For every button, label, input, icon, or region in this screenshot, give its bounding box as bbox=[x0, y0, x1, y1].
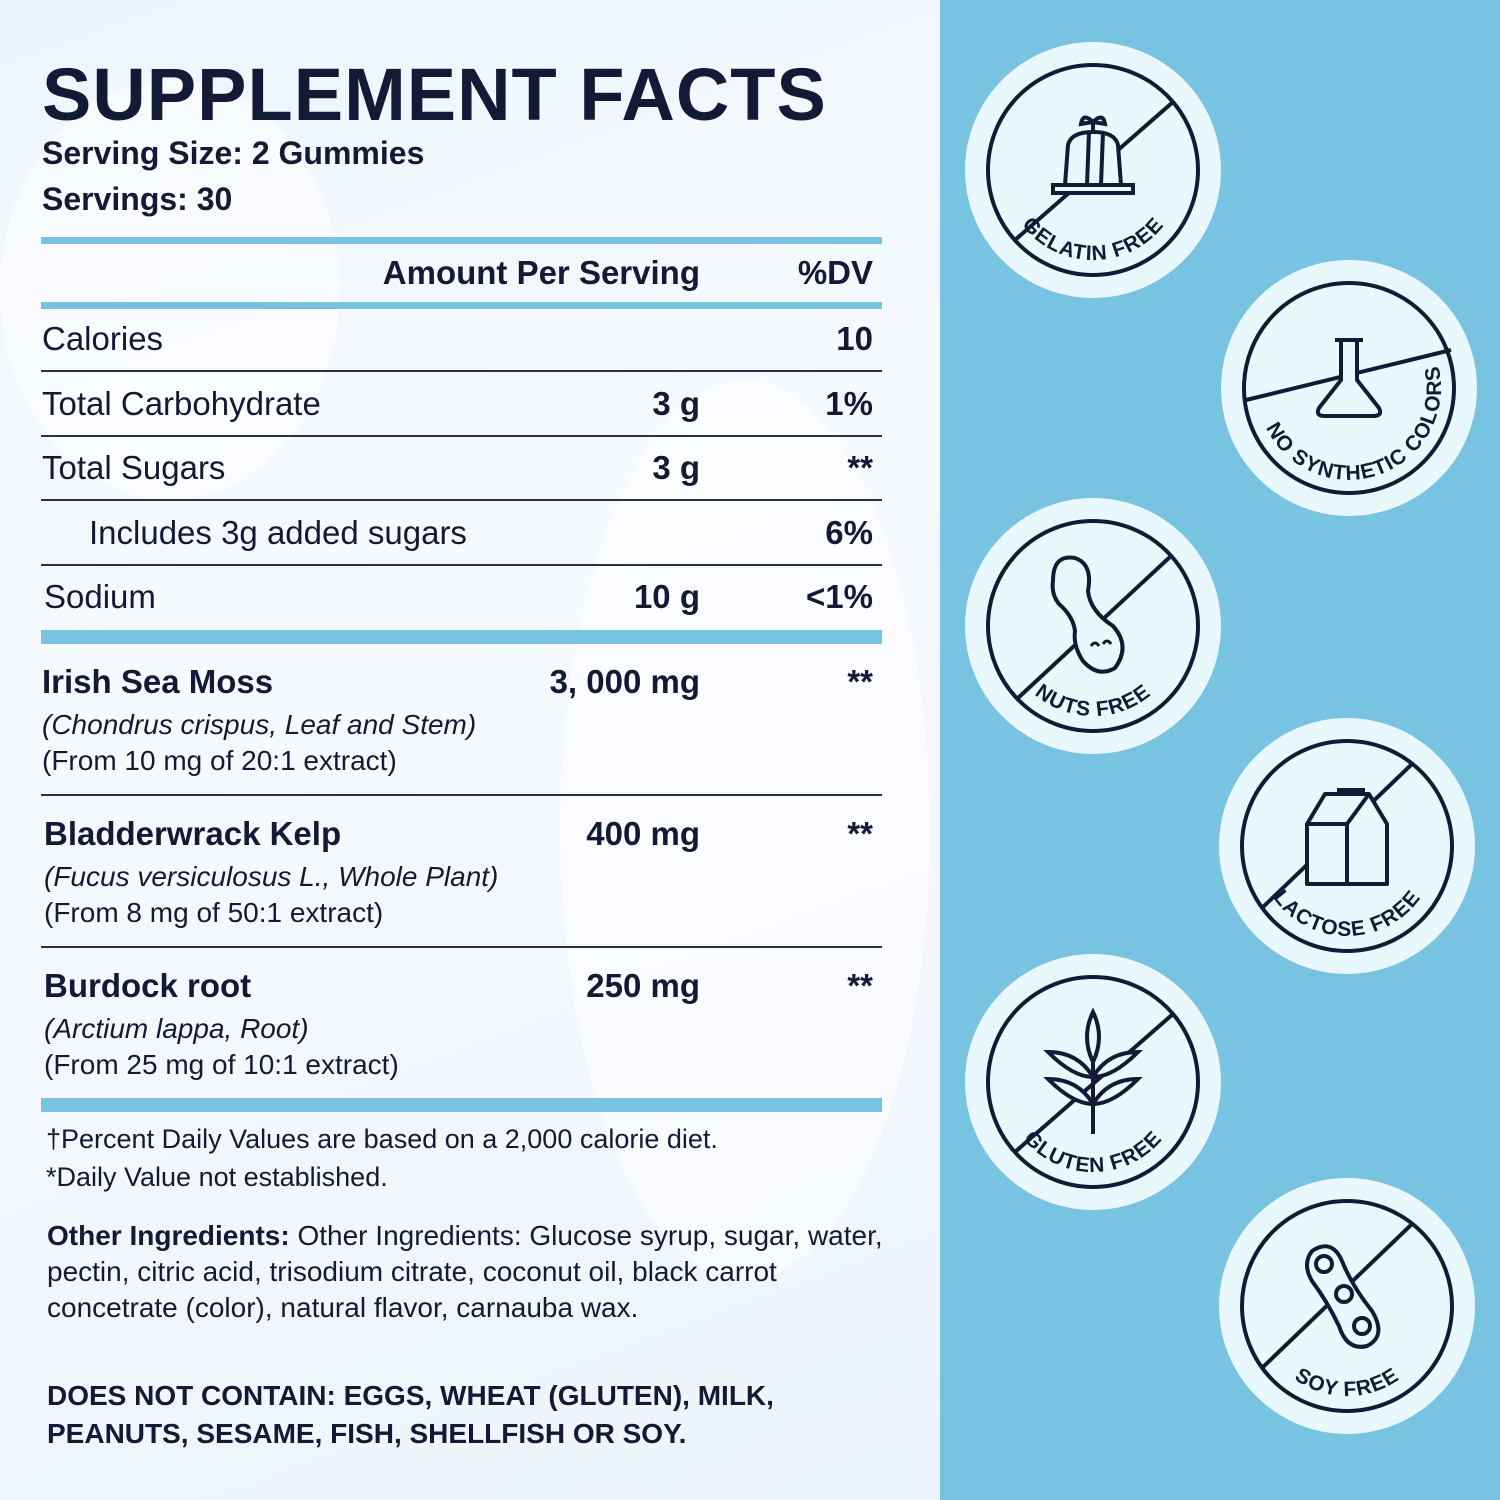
ingredient-dv: ** bbox=[847, 967, 873, 1004]
ingredient-extract: (From 8 mg of 50:1 extract) bbox=[44, 897, 384, 928]
serving-size: Serving Size: 2 Gummies bbox=[42, 135, 425, 171]
divider-bar bbox=[41, 630, 882, 644]
footnote: †Percent Daily Values are based on a 2,0… bbox=[46, 1124, 718, 1154]
wheat-icon bbox=[1043, 1007, 1143, 1134]
nutrient-name: Sodium bbox=[44, 578, 156, 615]
ingredient-latin: (Chondrus crispus, Leaf and Stem) bbox=[42, 709, 477, 740]
header-dv: %DV bbox=[797, 254, 873, 291]
divider-bar bbox=[41, 1098, 882, 1112]
nutrient-dv: 10 bbox=[836, 320, 873, 357]
divider-bar bbox=[41, 237, 882, 244]
header-amount: Amount Per Serving bbox=[382, 254, 700, 291]
divider bbox=[41, 435, 882, 437]
footnote: *Daily Value not established. bbox=[46, 1162, 388, 1192]
ingredient-extract: (From 25 mg of 10:1 extract) bbox=[44, 1049, 399, 1080]
page-title: SUPPLEMENT FACTS bbox=[42, 53, 827, 136]
nutrient-amount: 10 g bbox=[633, 578, 700, 615]
badge-nuts-free: NUTS FREE bbox=[963, 496, 1223, 756]
badge-lactose-free: LACTOSE FREE bbox=[1217, 716, 1477, 976]
other-ingredients-text: Other Ingredients: Glucose syrup, sugar,… bbox=[47, 1220, 883, 1323]
nutrient-name: Calories bbox=[42, 320, 164, 357]
supplement-facts-panel: SUPPLEMENT FACTS Serving Size: 2 Gummies… bbox=[0, 0, 940, 1500]
ingredient-latin: (Fucus versiculosus L., Whole Plant) bbox=[44, 861, 499, 892]
divider bbox=[41, 946, 882, 948]
nutrient-name: Total Carbohydrate bbox=[42, 385, 321, 422]
badge-soy-free: SOY FREE bbox=[1217, 1176, 1477, 1436]
nutrient-name: Total Sugars bbox=[42, 449, 226, 486]
ingredient-amount: 3, 000 mg bbox=[549, 663, 700, 700]
divider bbox=[41, 370, 882, 372]
background-shape bbox=[0, 80, 340, 500]
allergen-statement: DOES NOT CONTAIN: EGGS, WHEAT (GLUTEN), … bbox=[47, 1380, 774, 1449]
ingredient-amount: 400 mg bbox=[586, 815, 700, 852]
ingredient-name: Irish Sea Moss bbox=[42, 663, 274, 700]
other-ingredients: Other Ingredients: Other Ingredients: Gl… bbox=[47, 1218, 907, 1326]
flask-icon bbox=[1315, 338, 1383, 418]
nutrient-dv: 6% bbox=[825, 514, 873, 551]
divider bbox=[41, 794, 882, 796]
ingredient-name: Burdock root bbox=[44, 967, 252, 1004]
nutrient-name: Includes 3g added sugars bbox=[89, 514, 467, 551]
nutrient-dv: ** bbox=[847, 449, 873, 486]
nutrient-dv: <1% bbox=[806, 578, 873, 615]
ingredient-amount: 250 mg bbox=[586, 967, 700, 1004]
gelatin-icon bbox=[1051, 115, 1135, 195]
badge-gluten-free: GLUTEN FREE bbox=[963, 952, 1223, 1212]
divider bbox=[41, 564, 882, 566]
peanut-icon bbox=[1050, 555, 1125, 674]
nutrient-amount: 3 g bbox=[652, 449, 700, 486]
background-shape bbox=[560, 380, 930, 1280]
badge-gelatin-free: GELATIN FREE bbox=[963, 40, 1223, 300]
divider bbox=[41, 499, 882, 501]
soybean-icon bbox=[1305, 1244, 1381, 1349]
nutrient-dv: 1% bbox=[825, 385, 873, 422]
servings: Servings: 30 bbox=[42, 181, 233, 217]
ingredient-dv: ** bbox=[847, 815, 873, 852]
other-ingredients-label: Other Ingredients: bbox=[47, 1220, 290, 1251]
nutrient-amount: 3 g bbox=[652, 385, 700, 422]
ingredient-extract: (From 10 mg of 20:1 extract) bbox=[42, 745, 397, 776]
ingredient-dv: ** bbox=[847, 663, 873, 700]
milk-carton-icon bbox=[1305, 788, 1389, 886]
divider-bar bbox=[41, 302, 882, 309]
ingredient-latin: (Arctium lappa, Root) bbox=[44, 1013, 309, 1044]
badge-no-synthetic-colors: NO SYNTHETIC COLORS bbox=[1219, 258, 1479, 518]
ingredient-name: Bladderwrack Kelp bbox=[44, 815, 342, 852]
